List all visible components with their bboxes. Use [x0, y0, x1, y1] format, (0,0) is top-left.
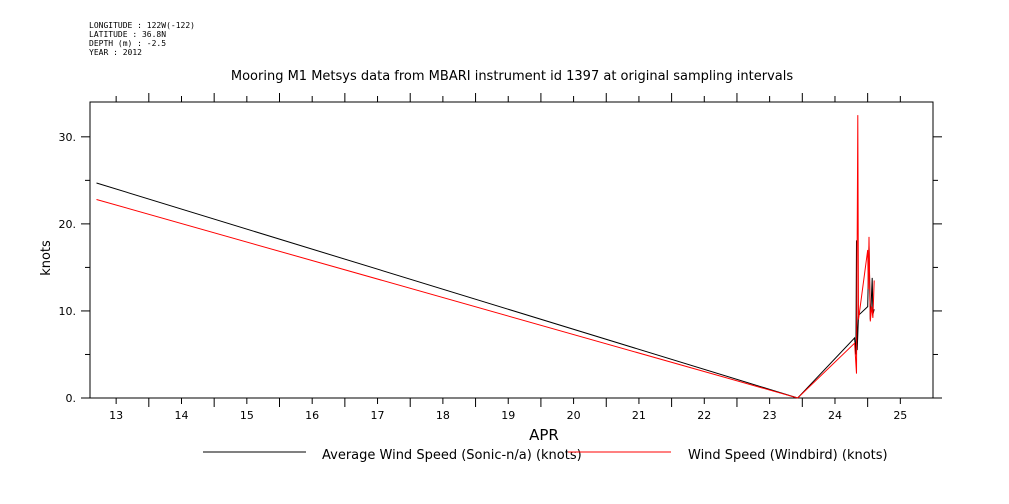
series-line-0	[96, 182, 875, 399]
y-axis-ticks: 0. 10. 20. 30.	[59, 131, 942, 405]
x-tick-label: 14	[174, 409, 188, 422]
metadata-block: LONGITUDE : 122W(-122) LATITUDE : 36.8N …	[89, 21, 195, 57]
longitude-text: LONGITUDE : 122W(-122)	[89, 21, 195, 30]
x-axis-ticks: 13 14 15 16 17 18 19 20 21 22 23 24 25	[109, 93, 907, 422]
y-tick-label: 20.	[59, 218, 77, 231]
x-tick-label: 24	[828, 409, 842, 422]
y-tick-label: 30.	[59, 131, 77, 144]
x-tick-label: 16	[305, 409, 319, 422]
y-tick-label: 0.	[66, 392, 77, 405]
depth-text: DEPTH (m) : -2.5	[89, 39, 167, 48]
legend: Average Wind Speed (Sonic-n/a) (knots) W…	[203, 448, 888, 463]
legend-label-0: Average Wind Speed (Sonic-n/a) (knots)	[322, 448, 582, 463]
x-tick-label: 25	[893, 409, 907, 422]
x-tick-label: 22	[697, 409, 711, 422]
y-axis-label: knots	[39, 240, 54, 276]
year-text: YEAR : 2012	[89, 48, 142, 57]
x-tick-label: 13	[109, 409, 123, 422]
x-tick-label: 23	[763, 409, 777, 422]
latitude-text: LATITUDE : 36.8N	[89, 30, 167, 39]
x-tick-label: 15	[240, 409, 254, 422]
x-tick-label: 18	[436, 409, 450, 422]
x-tick-label: 20	[567, 409, 581, 422]
legend-label-1: Wind Speed (Windbird) (knots)	[688, 448, 888, 463]
x-axis-label: APR	[529, 426, 559, 444]
y-tick-label: 10.	[59, 305, 77, 318]
x-tick-label: 17	[371, 409, 385, 422]
plot-frame	[89, 101, 934, 399]
x-tick-label: 21	[632, 409, 646, 422]
x-tick-label: 19	[501, 409, 515, 422]
series-lines	[96, 115, 875, 399]
chart-title: Mooring M1 Metsys data from MBARI instru…	[231, 69, 793, 84]
series-line-1	[96, 115, 875, 399]
